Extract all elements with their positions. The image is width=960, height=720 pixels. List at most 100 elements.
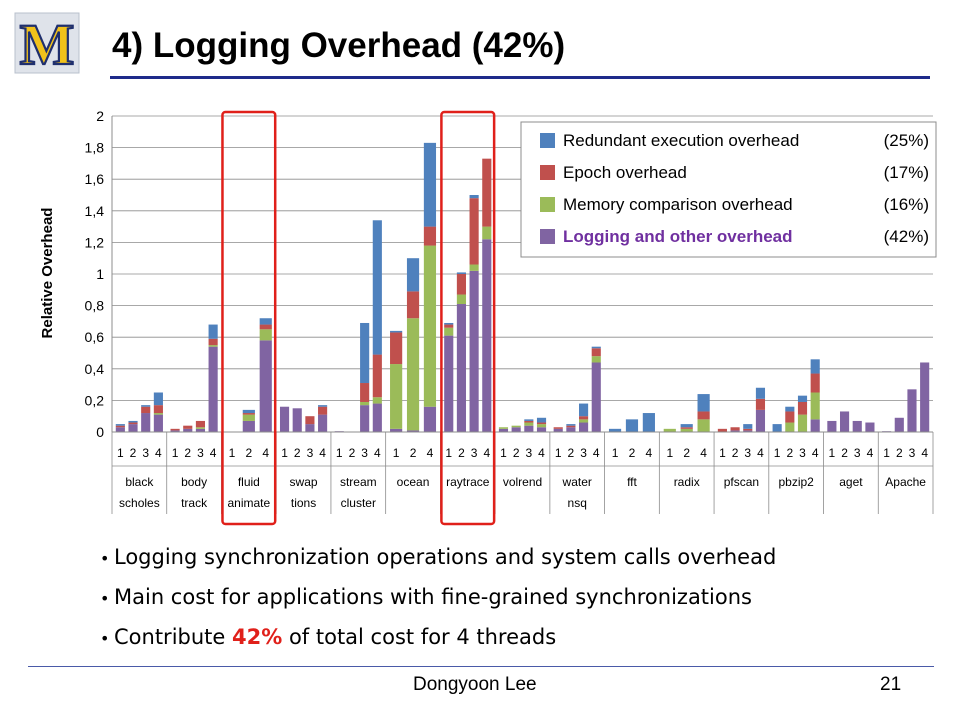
bar-segment-redundant — [680, 424, 693, 428]
footer-author: Dongyoon Lee — [413, 674, 537, 695]
x-thread-label: 2 — [349, 446, 356, 460]
x-thread-label: 3 — [525, 446, 532, 460]
page-number: 21 — [880, 674, 902, 695]
x-thread-label: 2 — [513, 446, 520, 460]
bar-segment-epoch — [170, 428, 180, 431]
bullet-highlight: 42% — [232, 625, 283, 649]
legend-swatch-redundant — [540, 133, 555, 148]
x-category-label: water — [562, 475, 592, 489]
bar-segment-redundant — [785, 406, 795, 412]
x-thread-label: 1 — [229, 446, 236, 460]
x-thread-label: 4 — [867, 446, 874, 460]
x-thread-label: 3 — [909, 446, 916, 460]
legend: Redundant execution overhead (25%) Epoch o… — [520, 121, 937, 258]
bar-segment-logging — [536, 427, 547, 432]
legend-label: Epoch overhead — [563, 163, 687, 182]
bar-segment-epoch — [456, 274, 466, 295]
bar-segment-logging — [755, 409, 766, 432]
x-category-label-line2: animate — [227, 496, 270, 510]
bar-segment-memory — [372, 397, 382, 404]
y-axis-label: Relative Overhead — [39, 208, 56, 339]
highlight-boxes — [221, 110, 496, 526]
y-tick-label: 2 — [96, 108, 104, 124]
x-thread-label: 4 — [210, 446, 217, 460]
x-thread-label: 1 — [445, 446, 452, 460]
bar-segment-redundant — [536, 417, 547, 423]
logo-letter: M — [20, 12, 75, 74]
bar-segment-epoch — [390, 332, 403, 365]
legend-percentage: (25%) — [884, 131, 929, 150]
x-thread-label: 4 — [538, 446, 545, 460]
bar-segment-logging — [208, 346, 218, 432]
bar-segment-redundant — [242, 409, 255, 414]
bar-segment-memory — [498, 427, 509, 429]
university-m-logo: M — [14, 12, 80, 74]
bar-segment-redundant — [810, 359, 820, 374]
x-category-label-line2: tions — [291, 496, 316, 510]
x-thread-label: 4 — [262, 446, 269, 460]
x-thread-label: 1 — [172, 446, 179, 460]
bar-segment-redundant — [390, 330, 403, 333]
bar-segment-logging — [259, 340, 272, 432]
bar-segment-redundant — [444, 322, 454, 325]
bar-segment-epoch — [553, 427, 563, 429]
bar-segment-memory — [524, 422, 534, 426]
bar-segment-logging — [591, 362, 601, 432]
bar-segment-logging — [292, 408, 302, 432]
bar-segment-redundant — [423, 142, 437, 227]
bar-segment-logging — [128, 424, 138, 432]
bullet-item: • Contribute 42% of total cost for 4 thre… — [100, 618, 776, 658]
bar-segment-logging — [894, 417, 904, 432]
legend-percentage: (17%) — [884, 163, 929, 182]
x-thread-label: 2 — [184, 446, 191, 460]
bar-segment-memory — [579, 419, 589, 423]
x-thread-label: 1 — [500, 446, 507, 460]
bar-segment-epoch — [536, 422, 547, 425]
x-category-label: body — [181, 475, 207, 489]
bar-segment-logging — [318, 414, 328, 432]
bar-segment-logging — [390, 428, 403, 432]
y-axis: 0 0,2 0,4 0,6 0,8 1 1,2 1,4 1,6 1,8 2 — [85, 108, 113, 440]
x-category-label-line2: scholes — [119, 496, 160, 510]
bar-segment-epoch — [318, 406, 328, 415]
x-thread-label: 1 — [774, 446, 781, 460]
x-thread-label: 4 — [319, 446, 326, 460]
x-category-label: swap — [290, 475, 318, 489]
x-thread-label: 2 — [458, 446, 465, 460]
highlight-box — [440, 110, 496, 526]
bullet-item: • Logging synchronization operations and … — [100, 538, 776, 578]
bar-segment-redundant — [566, 424, 576, 426]
x-thread-label: 2 — [410, 446, 417, 460]
bars — [115, 142, 930, 432]
legend-swatch-memory — [540, 197, 555, 212]
x-category-label: pbzip2 — [778, 475, 814, 489]
x-thread-label: 4 — [155, 446, 162, 460]
bar-segment-epoch — [680, 427, 693, 429]
bar-segment-logging — [469, 270, 479, 432]
bar-segment-redundant — [591, 346, 601, 349]
legend-swatch-epoch — [540, 165, 555, 180]
x-thread-label: 2 — [841, 446, 848, 460]
bullet-dot: • — [100, 549, 110, 568]
bar-segment-memory — [511, 425, 521, 428]
bar-segment-memory — [390, 364, 403, 429]
bar-segment-memory — [536, 424, 547, 428]
bar-segment-redundant — [797, 395, 808, 402]
bar-segment-redundant — [259, 318, 272, 325]
x-category-label: fluid — [238, 475, 260, 489]
bar-segment-logging — [360, 405, 370, 432]
bar-segment-logging — [153, 414, 163, 432]
x-thread-label: 2 — [245, 446, 252, 460]
bar-segment-logging — [810, 419, 820, 432]
bar-segment-epoch — [810, 373, 820, 393]
x-thread-label: 2 — [568, 446, 575, 460]
bar-segment-logging — [827, 420, 837, 432]
bullet-text: Logging synchronization operations and s… — [114, 545, 777, 569]
bullet-text-tail: of total cost for 4 threads — [282, 625, 557, 649]
y-tick-label: 0,4 — [85, 361, 105, 377]
bar-segment-memory — [360, 401, 370, 406]
bar-segment-epoch — [444, 324, 454, 328]
bar-segment-epoch — [469, 198, 479, 265]
bar-segment-memory — [406, 318, 420, 431]
x-thread-label: 1 — [117, 446, 124, 460]
